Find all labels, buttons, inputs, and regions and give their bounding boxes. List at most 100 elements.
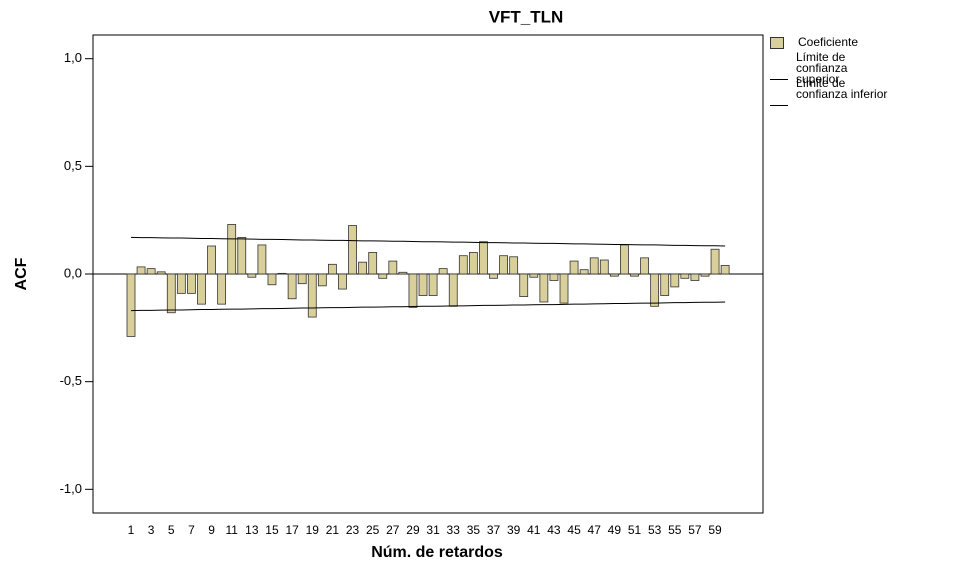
bar <box>408 273 418 308</box>
x-tick-label: 49 <box>608 523 622 537</box>
y-axis-label: ACF <box>13 257 30 290</box>
bar <box>438 268 448 275</box>
bar <box>448 273 458 307</box>
bar <box>257 244 267 275</box>
bar <box>519 273 529 298</box>
legend-label: Límite de confianza superior <box>796 50 848 86</box>
chart-title: VFT_TLN <box>489 7 564 26</box>
x-tick-label: 7 <box>188 523 195 537</box>
bar <box>499 255 508 275</box>
bar <box>378 273 388 279</box>
y-tick-label: 1,0 <box>64 50 82 65</box>
bar <box>297 273 307 285</box>
bar <box>650 273 660 307</box>
bar <box>710 248 720 275</box>
y-tick-label: -0,5 <box>60 373 82 388</box>
bar <box>569 260 579 275</box>
x-tick-label: 15 <box>265 523 279 537</box>
bar <box>620 244 629 275</box>
x-tick-label: 53 <box>648 523 662 537</box>
legend-key <box>770 105 788 106</box>
bar <box>156 271 166 275</box>
x-tick-label: 29 <box>406 523 420 537</box>
bar <box>187 273 196 294</box>
x-tick-label: 11 <box>225 523 238 537</box>
bar <box>327 263 337 275</box>
legend-item: Límite de confianza inferior <box>770 76 891 106</box>
bar <box>197 273 206 305</box>
x-tick-label: 35 <box>467 523 481 537</box>
y-tick-label: 0,5 <box>64 158 82 173</box>
bar <box>670 273 680 288</box>
bar <box>609 273 619 277</box>
bar <box>287 273 297 300</box>
x-tick-label: 3 <box>148 523 155 537</box>
x-tick-label: 43 <box>547 523 561 537</box>
bar <box>720 264 730 275</box>
x-tick-label: 27 <box>386 523 400 537</box>
legend-label: Límite de confianza inferior <box>796 76 888 101</box>
confidence-line <box>130 236 726 247</box>
bar <box>539 273 549 303</box>
bar <box>166 273 176 314</box>
x-tick-label: 47 <box>588 523 602 537</box>
bar <box>358 261 368 275</box>
bar <box>599 259 609 275</box>
bar <box>247 273 257 278</box>
y-tick-label: 0,0 <box>64 265 82 280</box>
x-tick-label: 9 <box>208 523 215 537</box>
bar <box>579 269 589 275</box>
bar <box>690 273 700 281</box>
bar <box>398 271 408 275</box>
bar <box>418 273 428 296</box>
bar <box>549 273 559 281</box>
x-tick-label: 51 <box>628 523 642 537</box>
bar <box>700 273 710 277</box>
x-axis-label: Núm. de retardos <box>371 544 503 561</box>
bar <box>468 252 478 275</box>
bar <box>660 273 670 296</box>
bar <box>126 273 136 337</box>
legend-label: Coeficiente <box>798 35 859 49</box>
bar <box>227 224 237 275</box>
bar <box>237 236 247 275</box>
confidence-line <box>130 301 726 312</box>
legend-key <box>770 37 784 49</box>
bar <box>317 273 327 287</box>
x-tick-label: 55 <box>668 523 682 537</box>
x-tick-label: 17 <box>285 523 299 537</box>
bar <box>428 273 438 296</box>
bar <box>136 266 146 275</box>
x-tick-label: 39 <box>507 523 521 537</box>
bar <box>479 241 488 275</box>
x-tick-label: 57 <box>688 523 702 537</box>
bar <box>338 273 347 290</box>
bar <box>267 273 277 286</box>
bar <box>277 272 287 275</box>
bar <box>630 273 639 277</box>
bar <box>640 257 649 275</box>
bar <box>368 252 378 275</box>
x-tick-label: 41 <box>527 523 541 537</box>
x-tick-label: 45 <box>567 523 581 537</box>
bar <box>146 268 156 275</box>
bar <box>307 273 317 318</box>
x-tick-label: 13 <box>245 523 259 537</box>
x-tick-label: 19 <box>306 523 320 537</box>
bar <box>348 225 357 275</box>
bar <box>458 255 468 275</box>
legend-item: Coeficiente <box>770 35 893 49</box>
bar <box>680 273 690 279</box>
bar <box>489 273 498 279</box>
legend-item: Límite de confianza superior <box>770 50 891 86</box>
bar <box>176 273 186 294</box>
legend-key <box>770 79 788 80</box>
y-tick-label: -1,0 <box>60 481 82 496</box>
x-tick-label: 23 <box>346 523 360 537</box>
x-tick-label: 37 <box>487 523 501 537</box>
x-tick-label: 25 <box>366 523 380 537</box>
x-tick-label: 21 <box>326 523 340 537</box>
x-tick-label: 33 <box>447 523 461 537</box>
